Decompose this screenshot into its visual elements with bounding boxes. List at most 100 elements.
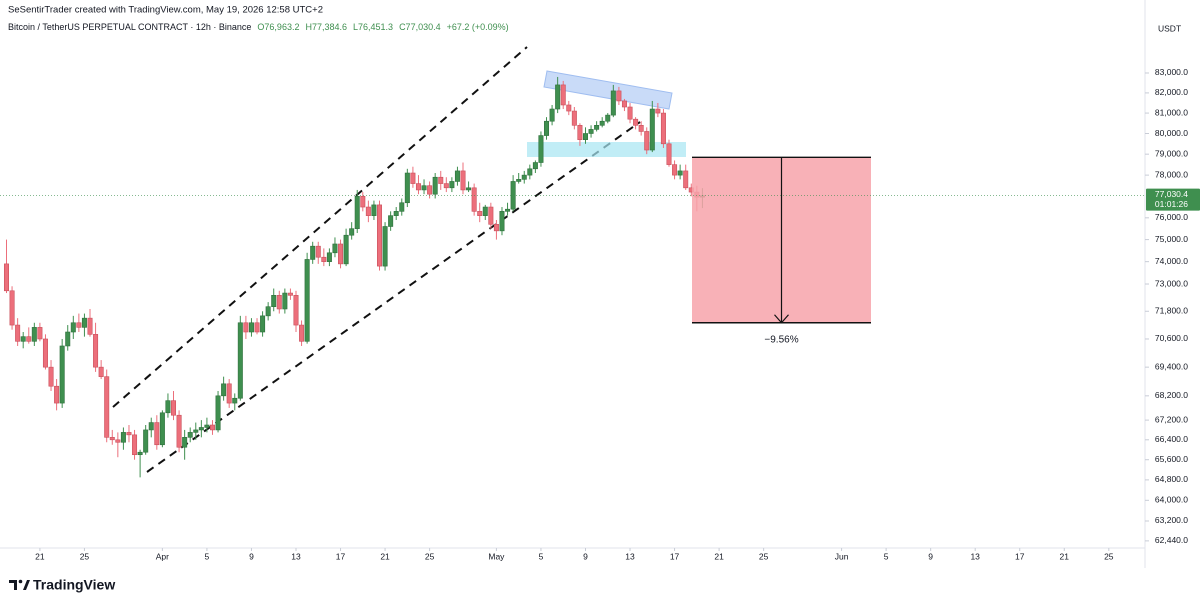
candle-body — [388, 215, 394, 227]
candle-body — [477, 211, 483, 216]
y-tick-label: 62,440.0 — [1155, 535, 1188, 545]
candle-body — [460, 170, 466, 191]
x-tick-label: 13 — [291, 551, 301, 561]
y-tick-label: 67,200.0 — [1155, 414, 1188, 424]
credit: SeSentirTrader created with TradingView.… — [8, 5, 323, 16]
candle-body — [126, 432, 132, 436]
candle-body — [454, 170, 460, 182]
candle-body — [527, 168, 533, 176]
candle-body — [354, 196, 360, 229]
y-tick-label: 65,600.0 — [1155, 454, 1188, 464]
candle-body — [104, 376, 110, 438]
candle-body — [159, 412, 165, 446]
x-tick-label: 5 — [205, 551, 210, 561]
candle-body — [187, 432, 193, 438]
candle-body — [471, 187, 477, 212]
y-tick-label: 64,000.0 — [1155, 495, 1188, 505]
y-tick-label: 75,000.0 — [1155, 234, 1188, 244]
candle-body — [182, 437, 188, 448]
x-tick-label: 25 — [80, 551, 90, 561]
candle-body — [532, 162, 538, 170]
candle-body — [432, 176, 438, 195]
candle-body — [287, 292, 293, 296]
countdown: 01:01:26 — [1155, 199, 1188, 209]
ohlc-value: O76,963.2 — [257, 22, 299, 32]
candle-body — [588, 129, 594, 134]
candle-body — [627, 106, 633, 120]
candle-body — [493, 224, 499, 232]
candle-body — [571, 110, 577, 126]
candle-body — [260, 315, 266, 333]
candle-body — [421, 185, 427, 191]
currency-label: USDT — [1158, 23, 1181, 33]
candle-body — [544, 120, 550, 136]
x-tick-label: 21 — [1060, 551, 1070, 561]
candle-body — [315, 245, 321, 258]
x-tick-label: 21 — [35, 551, 45, 561]
candle-body — [15, 324, 21, 342]
candle-body — [120, 432, 126, 443]
candle-body — [621, 100, 627, 108]
ohlc-value: H77,384.6 — [305, 22, 347, 32]
candle-body — [449, 181, 455, 189]
candle-body — [382, 226, 388, 267]
candle-body — [48, 366, 54, 387]
x-tick-label: 13 — [970, 551, 980, 561]
candle-body — [488, 206, 494, 225]
y-tick-label: 70,600.0 — [1155, 333, 1188, 343]
candle-body — [54, 385, 60, 404]
candle-body — [9, 290, 15, 326]
candle-body — [415, 183, 421, 191]
candle-body — [560, 84, 566, 106]
candle-body — [143, 429, 149, 453]
x-tick-label: 5 — [539, 551, 544, 561]
y-tick-label: 64,800.0 — [1155, 474, 1188, 484]
x-tick-label: Apr — [156, 551, 169, 561]
symbol-name: Bitcoin / TetherUS PERPETUAL CONTRACT · … — [8, 22, 251, 32]
candle-body — [638, 125, 644, 132]
candle-body — [26, 336, 32, 342]
candle-body — [59, 345, 65, 404]
x-tick-label: 9 — [928, 551, 933, 561]
candle-body — [672, 164, 678, 176]
candle-body — [93, 334, 99, 368]
candle-body — [360, 196, 366, 208]
candle-body — [87, 317, 93, 335]
candle-body — [594, 125, 600, 130]
y-tick-label: 82,000.0 — [1155, 87, 1188, 97]
y-tick-label: 81,000.0 — [1155, 107, 1188, 117]
y-tick-label: 63,200.0 — [1155, 515, 1188, 525]
candle-body — [271, 295, 277, 307]
candle-body — [555, 84, 561, 110]
candle-body — [265, 306, 271, 317]
last-price-tag — [1146, 188, 1200, 211]
candle-body — [70, 322, 76, 333]
ohlc-value: +67.2 (+0.09%) — [447, 22, 509, 32]
x-tick-label: 25 — [1104, 551, 1114, 561]
candle-body — [516, 179, 522, 182]
candle-body — [42, 338, 48, 368]
candle-body — [399, 202, 405, 212]
candle-body — [98, 366, 104, 377]
y-tick-label: 71,800.0 — [1155, 306, 1188, 316]
candle-body — [248, 322, 254, 333]
brand-logo — [9, 579, 30, 590]
candle-body — [171, 400, 177, 416]
y-tick-label: 69,400.0 — [1155, 361, 1188, 371]
candle-body — [616, 90, 622, 102]
x-tick-label: Jun — [835, 551, 849, 561]
candle-body — [137, 451, 143, 456]
x-tick-label: 9 — [583, 551, 588, 561]
x-tick-label: 5 — [884, 551, 889, 561]
candle-body — [466, 187, 472, 191]
x-tick-label: 9 — [249, 551, 254, 561]
candle-body — [209, 424, 215, 431]
candle-body — [237, 322, 243, 399]
candle-body — [610, 90, 616, 116]
y-tick-label: 76,000.0 — [1155, 212, 1188, 222]
y-tick-label: 66,400.0 — [1155, 434, 1188, 444]
y-tick-label: 78,000.0 — [1155, 169, 1188, 179]
candle-body — [215, 395, 221, 431]
candle-body — [31, 327, 37, 342]
